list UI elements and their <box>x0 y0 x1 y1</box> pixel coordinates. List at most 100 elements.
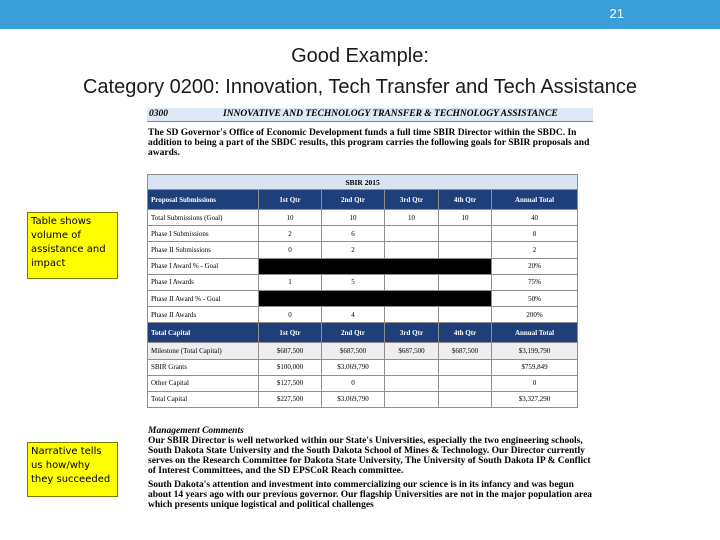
table-cell: $227,500 <box>258 390 322 409</box>
table-cell: 10 <box>258 208 322 227</box>
intro-paragraph: The SD Governor's Office of Economic Dev… <box>148 128 590 158</box>
table-cell: $3,069,790 <box>321 390 385 409</box>
table-row: Phase II Submissions 0 2 2 <box>147 241 579 259</box>
table-cell: Phase I Award % - Goal <box>147 257 259 275</box>
table-row: Phase I Submissions 2 6 8 <box>147 225 579 243</box>
table-header-cell: 1st Qtr <box>258 322 322 344</box>
table-cell: Phase II Submissions <box>147 241 259 259</box>
table-caption: SBIR 2015 <box>146 174 579 190</box>
table-row: Phase II Awards 0 4 200% <box>147 306 579 324</box>
table-header-row: Total Capital 1st Qtr 2nd Qtr 3rd Qtr 4t… <box>147 322 579 344</box>
table-cell: 40 <box>490 208 579 227</box>
table-cell: Phase II Award % - Goal <box>147 289 259 308</box>
table-cell: Milestone (Total Capital) <box>147 342 259 360</box>
blacked-out-cell <box>258 257 492 275</box>
table-cell: 5 <box>321 273 385 291</box>
callout-table-note: Table shows volume of assistance and imp… <box>27 212 118 279</box>
table-header-cell: Annual Total <box>490 322 579 344</box>
page-number: 21 <box>609 6 624 21</box>
table-cell: 0 <box>258 306 322 324</box>
table-cell: Total Submissions (Goal) <box>147 208 259 227</box>
table-header-cell: Proposal Submissions <box>147 189 259 210</box>
table-header-cell: 2nd Qtr <box>321 189 385 210</box>
table-cell: 200% <box>490 306 579 324</box>
table-cell: $100,000 <box>258 358 322 376</box>
table-header-cell: 4th Qtr <box>438 322 492 344</box>
table-cell <box>384 358 439 376</box>
section-header: 0300 INNOVATIVE AND TECHNOLOGY TRANSFER … <box>147 108 593 122</box>
table-header-cell: Annual Total <box>490 189 579 210</box>
table-cell: 2 <box>321 241 385 259</box>
table-cell: 0 <box>321 374 385 392</box>
table-row: Milestone (Total Capital) $687,500 $687,… <box>147 342 579 360</box>
management-paragraph-2: South Dakota's attention and investment … <box>148 480 593 510</box>
table-cell: 75% <box>490 273 579 291</box>
table-cell <box>438 225 492 243</box>
table-cell: 0 <box>490 374 579 392</box>
table-cell <box>438 273 492 291</box>
table-cell: Other Capital <box>147 374 259 392</box>
table-cell: SBIR Grants <box>147 358 259 376</box>
management-comments: Management Comments Our SBIR Director is… <box>148 426 596 510</box>
sbir-table: SBIR 2015 Proposal Submissions 1st Qtr 2… <box>146 174 579 409</box>
table-cell: $687,500 <box>438 342 492 360</box>
table-header-cell: 3rd Qtr <box>384 189 439 210</box>
table-row: Phase I Awards 1 5 75% <box>147 273 579 291</box>
table-cell <box>384 241 439 259</box>
table-cell: Phase I Submissions <box>147 225 259 243</box>
table-row: SBIR Grants $100,000 $3,069,790 $759,849 <box>147 358 579 376</box>
table-cell: 10 <box>438 208 492 227</box>
table-cell: 8 <box>490 225 579 243</box>
table-cell: Phase II Awards <box>147 306 259 324</box>
management-paragraph-1: Our SBIR Director is well networked with… <box>148 436 591 476</box>
table-row: Total Capital $227,500 $3,069,790 $3,327… <box>147 390 579 409</box>
table-cell <box>438 374 492 392</box>
table-cell <box>384 273 439 291</box>
table-cell: 4 <box>321 306 385 324</box>
table-cell: $127,500 <box>258 374 322 392</box>
table-cell: Phase I Awards <box>147 273 259 291</box>
table-cell: 1 <box>258 273 322 291</box>
table-cell: $3,069,790 <box>321 358 385 376</box>
table-cell <box>438 358 492 376</box>
callout-narrative-note: Narrative tells us how/why they succeede… <box>27 442 118 497</box>
table-cell: 2 <box>258 225 322 243</box>
table-cell: 10 <box>384 208 439 227</box>
table-cell: 50% <box>490 289 579 308</box>
table-row: Phase I Award % - Goal 20% <box>147 257 579 275</box>
table-cell: $759,849 <box>490 358 579 376</box>
table-header-cell: 1st Qtr <box>258 189 322 210</box>
table-cell: 20% <box>490 257 579 275</box>
table-header-row: Proposal Submissions 1st Qtr 2nd Qtr 3rd… <box>147 189 579 210</box>
table-cell <box>384 306 439 324</box>
table-cell <box>384 374 439 392</box>
section-code: 0300 <box>149 109 168 119</box>
table-cell: $3,199,790 <box>490 342 579 360</box>
table-cell: 6 <box>321 225 385 243</box>
table-cell: $687,500 <box>321 342 385 360</box>
table-row: Total Submissions (Goal) 10 10 10 10 40 <box>147 208 579 227</box>
table-header-cell: Total Capital <box>147 322 259 344</box>
table-caption-row: SBIR 2015 <box>146 174 579 190</box>
slide-title-line1: Good Example: <box>291 45 429 67</box>
table-cell: 10 <box>321 208 385 227</box>
table-cell <box>438 390 492 409</box>
table-cell <box>438 306 492 324</box>
section-title: INNOVATIVE AND TECHNOLOGY TRANSFER & TEC… <box>223 109 558 119</box>
table-cell: 0 <box>258 241 322 259</box>
management-comments-heading: Management Comments <box>148 426 244 436</box>
table-cell: $687,500 <box>384 342 439 360</box>
table-row: Phase II Award % - Goal 50% <box>147 289 579 308</box>
table-cell: $3,327,290 <box>490 390 579 409</box>
table-header-cell: 2nd Qtr <box>321 322 385 344</box>
table-cell: $687,500 <box>258 342 322 360</box>
table-header-cell: 4th Qtr <box>438 189 492 210</box>
table-cell <box>384 225 439 243</box>
table-cell <box>438 241 492 259</box>
table-cell <box>384 390 439 409</box>
blacked-out-cell <box>258 289 492 308</box>
table-cell: 2 <box>490 241 579 259</box>
table-row: Other Capital $127,500 0 0 <box>147 374 579 392</box>
slide-title-line2: Category 0200: Innovation, Tech Transfer… <box>82 76 638 98</box>
table-header-cell: 3rd Qtr <box>384 322 439 344</box>
